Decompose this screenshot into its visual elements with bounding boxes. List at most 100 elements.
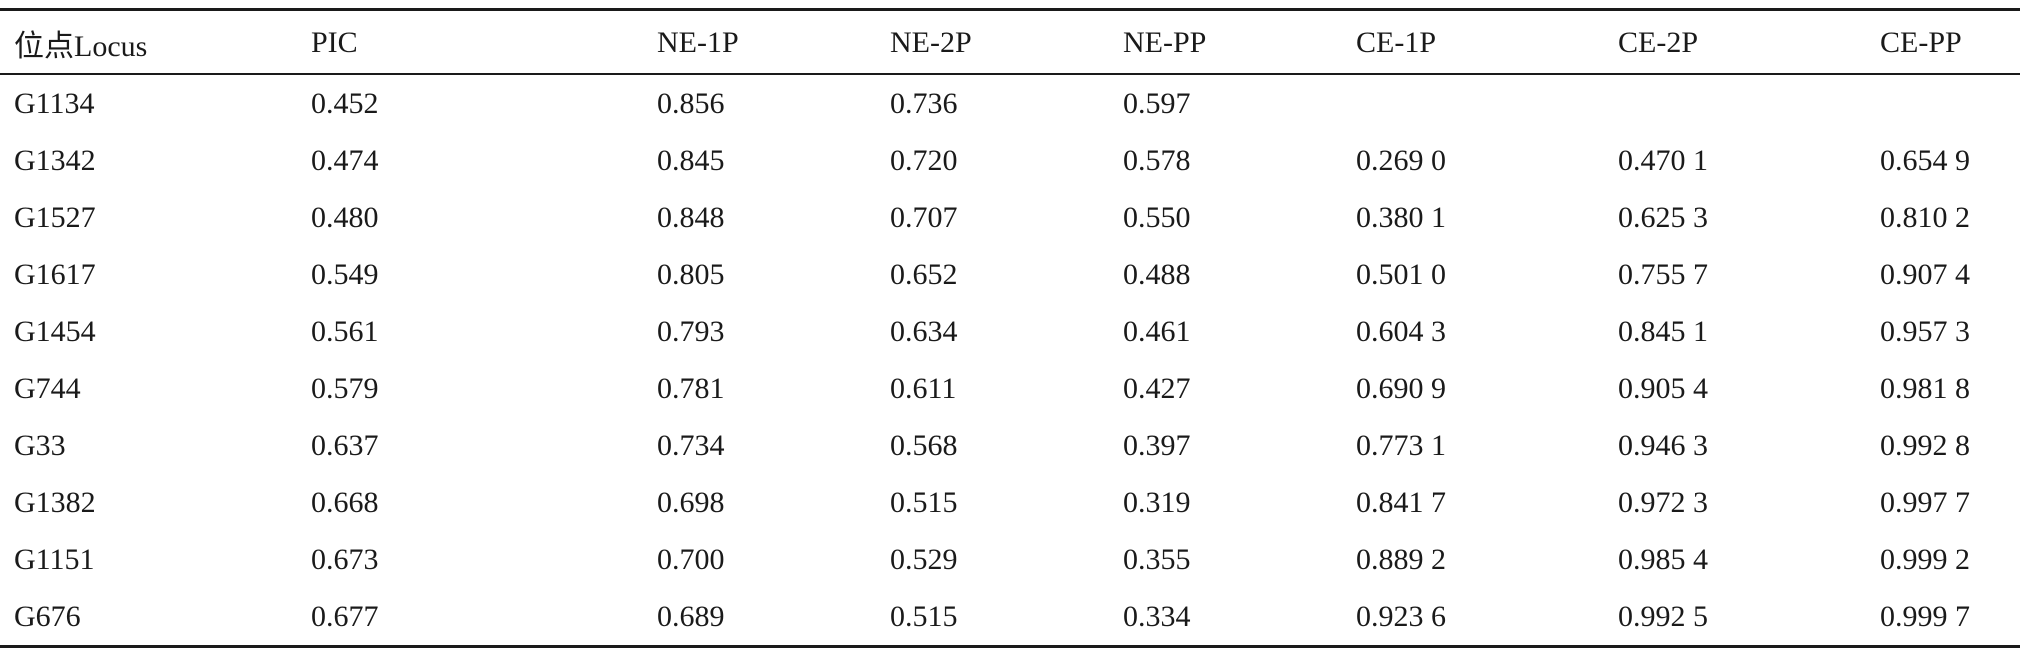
cell-ce-2p: 0.985 4: [1618, 542, 1708, 576]
cell-ce-2p: [1618, 74, 1880, 132]
cell-ne-2p: 0.515: [890, 599, 958, 633]
cell-ne-2p: 0.707: [890, 200, 958, 234]
table-row: G1382 0.668 0.698 0.515 0.319 0.841 7 0.972 3 0…: [0, 474, 2020, 531]
cell-ce-pp: 0.992 8: [1880, 428, 1970, 462]
table-row: G1454 0.561 0.793 0.634 0.461 0.604 3 0.845 1 0…: [0, 303, 2020, 360]
table-row: G1617 0.549 0.805 0.652 0.488 0.501 0 0.755 7 0…: [0, 246, 2020, 303]
cell-locus: G1454: [14, 314, 96, 348]
cell-ne-2p: 0.634: [890, 314, 958, 348]
cell-ce-1p: 0.923 6: [1356, 599, 1446, 633]
cell-ne-1p: 0.848: [657, 200, 725, 234]
cell-ne-2p: 0.515: [890, 485, 958, 519]
cell-ne-2p: 0.652: [890, 257, 958, 291]
cell-ne-pp: 0.334: [1123, 599, 1191, 633]
cell-ce-1p: 0.841 7: [1356, 485, 1446, 519]
cell-ce-2p: 0.946 3: [1618, 428, 1708, 462]
cell-ce-1p: 0.380 1: [1356, 200, 1446, 234]
cell-ce-pp: [1880, 74, 2020, 132]
cell-ce-2p: 0.972 3: [1618, 485, 1708, 519]
cell-ne-1p: 0.793: [657, 314, 725, 348]
table-row: G1134 0.452 0.856 0.736 0.597: [0, 74, 2020, 132]
cell-ce-2p: 0.470 1: [1618, 143, 1708, 177]
cell-locus: G33: [14, 428, 66, 462]
cell-pic: 0.668: [311, 485, 379, 519]
cell-pic: 0.673: [311, 542, 379, 576]
header-locus: 位点Locus: [14, 30, 148, 63]
cell-ne-1p: 0.689: [657, 599, 725, 633]
cell-ne-2p: 0.611: [890, 371, 957, 405]
cell-ne-2p: 0.529: [890, 542, 958, 576]
data-table-container: 位点Locus PIC NE-1P NE-2P NE-PP CE-1P CE-2…: [0, 8, 2020, 648]
cell-ce-pp: 0.999 7: [1880, 599, 1970, 633]
header-ne-2p: NE-2P: [890, 26, 972, 59]
cell-locus: G1382: [14, 485, 96, 519]
cell-locus: G676: [14, 599, 81, 633]
cell-ce-pp: 0.999 2: [1880, 542, 1970, 576]
cell-ce-1p: [1356, 74, 1618, 132]
cell-ce-1p: 0.773 1: [1356, 428, 1446, 462]
cell-ce-1p: 0.501 0: [1356, 257, 1446, 291]
header-ce-pp: CE-PP: [1880, 26, 1962, 59]
cell-pic: 0.474: [311, 143, 379, 177]
table-header: 位点Locus PIC NE-1P NE-2P NE-PP CE-1P CE-2…: [0, 9, 2020, 74]
cell-ne-pp: 0.461: [1123, 314, 1191, 348]
cell-ne-1p: 0.698: [657, 485, 725, 519]
cell-pic: 0.677: [311, 599, 379, 633]
cell-ne-pp: 0.397: [1123, 428, 1191, 462]
table-row: G33 0.637 0.734 0.568 0.397 0.773 1 0.946 3 0.9…: [0, 417, 2020, 474]
cell-ce-1p: 0.604 3: [1356, 314, 1446, 348]
table-row: G1527 0.480 0.848 0.707 0.550 0.380 1 0.625 3 0…: [0, 189, 2020, 246]
cell-ce-pp: 0.654 9: [1880, 143, 1970, 177]
cell-ce-pp: 0.810 2: [1880, 200, 1970, 234]
table-row: G1151 0.673 0.700 0.529 0.355 0.889 2 0.985 4 0…: [0, 531, 2020, 588]
locus-statistics-table: 位点Locus PIC NE-1P NE-2P NE-PP CE-1P CE-2…: [0, 8, 2020, 648]
cell-ce-2p: 0.845 1: [1618, 314, 1708, 348]
cell-ne-1p: 0.734: [657, 428, 725, 462]
cell-ne-pp: 0.319: [1123, 485, 1191, 519]
cell-ce-2p: 0.755 7: [1618, 257, 1708, 291]
cell-ce-2p: 0.625 3: [1618, 200, 1708, 234]
cell-ce-pp: 0.907 4: [1880, 257, 1970, 291]
cell-pic: 0.637: [311, 428, 379, 462]
cell-locus: G1617: [14, 257, 96, 291]
cell-ce-pp: 0.981 8: [1880, 371, 1970, 405]
cell-ce-2p: 0.992 5: [1618, 599, 1708, 633]
cell-ne-2p: 0.568: [890, 428, 958, 462]
cell-pic: 0.579: [311, 371, 379, 405]
cell-ce-1p: 0.690 9: [1356, 371, 1446, 405]
cell-pic: 0.549: [311, 257, 379, 291]
cell-pic: 0.452: [311, 86, 379, 120]
cell-ce-pp: 0.997 7: [1880, 485, 1970, 519]
cell-ce-1p: 0.889 2: [1356, 542, 1446, 576]
header-ce-1p: CE-1P: [1356, 26, 1437, 59]
cell-ne-pp: 0.578: [1123, 143, 1191, 177]
table-row: G676 0.677 0.689 0.515 0.334 0.923 6 0.992 5 0.…: [0, 588, 2020, 647]
cell-locus: G744: [14, 371, 81, 405]
cell-pic: 0.480: [311, 200, 379, 234]
header-ne-pp: NE-PP: [1123, 26, 1207, 59]
cell-ne-pp: 0.427: [1123, 371, 1191, 405]
cell-ne-1p: 0.845: [657, 143, 725, 177]
cell-ne-2p: 0.736: [890, 86, 958, 120]
cell-locus: G1342: [14, 143, 96, 177]
header-row: 位点Locus PIC NE-1P NE-2P NE-PP CE-1P CE-2…: [0, 9, 2020, 74]
table-row: G744 0.579 0.781 0.611 0.427 0.690 9 0.905 4 0.…: [0, 360, 2020, 417]
cell-locus: G1527: [14, 200, 96, 234]
cell-ce-1p: 0.269 0: [1356, 143, 1446, 177]
cell-locus: G1151: [14, 542, 95, 576]
cell-ne-pp: 0.550: [1123, 200, 1191, 234]
cell-ne-pp: 0.488: [1123, 257, 1191, 291]
header-ce-2p: CE-2P: [1618, 26, 1699, 59]
table-row: G1342 0.474 0.845 0.720 0.578 0.269 0 0.470 1 0…: [0, 132, 2020, 189]
header-pic: PIC: [311, 26, 358, 59]
cell-ne-1p: 0.856: [657, 86, 725, 120]
cell-ne-1p: 0.805: [657, 257, 725, 291]
cell-locus: G1134: [14, 86, 95, 120]
cell-ne-2p: 0.720: [890, 143, 958, 177]
cell-pic: 0.561: [311, 314, 379, 348]
cell-ne-1p: 0.781: [657, 371, 725, 405]
cell-ne-1p: 0.700: [657, 542, 725, 576]
cell-ce-pp: 0.957 3: [1880, 314, 1970, 348]
cell-ne-pp: 0.597: [1123, 86, 1191, 120]
cell-ne-pp: 0.355: [1123, 542, 1191, 576]
